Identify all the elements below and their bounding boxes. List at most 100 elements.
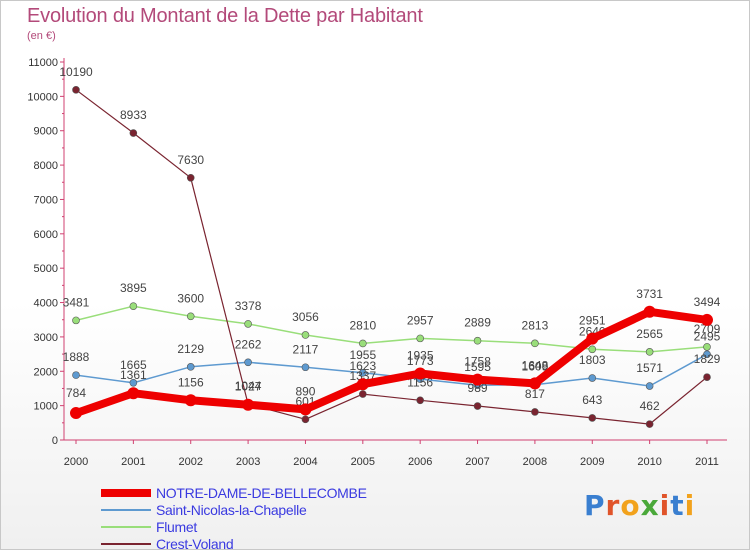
x-tick-label: 2003 — [236, 456, 260, 468]
data-point — [703, 350, 711, 359]
data-point — [244, 358, 252, 367]
y-tick-label: 3000 — [34, 332, 58, 344]
data-point — [186, 363, 195, 371]
data-label: 1595 — [464, 360, 491, 374]
data-label: 3731 — [636, 287, 663, 301]
y-tick-label: 0 — [52, 435, 58, 447]
y-tick-label: 9000 — [34, 126, 58, 138]
data-label: 2889 — [464, 316, 491, 330]
y-tick-label: 10000 — [27, 91, 58, 103]
data-point — [588, 345, 597, 354]
x-tick-label: 2000 — [64, 456, 88, 468]
data-label: 890 — [295, 384, 315, 398]
legend-swatch — [101, 509, 151, 511]
data-label: 1623 — [349, 359, 376, 373]
data-label: 1888 — [63, 350, 90, 364]
y-tick-label: 1000 — [34, 401, 58, 413]
data-point — [70, 407, 82, 420]
data-label: 3378 — [235, 299, 262, 313]
data-point — [588, 374, 597, 382]
legend-label: Flumet — [156, 519, 197, 535]
data-label: 1027 — [235, 380, 262, 394]
chart-title: Evolution du Montant de la Dette par Hab… — [27, 5, 423, 27]
data-label: 2117 — [293, 342, 319, 356]
data-point — [186, 174, 195, 182]
line-chart: 0 1000 2000 3000 4000 5000 6000 7000 8000 9000 100… — [27, 57, 727, 468]
x-tick-label: 2010 — [637, 456, 661, 468]
data-point — [184, 394, 197, 407]
legend-label: Saint-Nicolas-la-Chapelle — [156, 502, 307, 518]
y-tick-label: 2000 — [34, 366, 58, 378]
y-tick-label: 11000 — [28, 57, 58, 69]
data-label: 1955 — [349, 348, 376, 362]
data-point — [359, 369, 367, 377]
data-point — [703, 343, 711, 351]
data-label: 2813 — [522, 318, 549, 332]
data-point — [127, 387, 140, 400]
data-label: 784 — [66, 386, 86, 400]
data-label: 1361 — [120, 368, 147, 382]
data-point — [643, 305, 656, 318]
logo-letter: i — [684, 489, 696, 522]
data-point — [72, 86, 80, 94]
data-label: 2951 — [579, 314, 606, 328]
data-point — [129, 302, 138, 310]
data-label: 462 — [640, 399, 660, 413]
data-point — [186, 312, 195, 321]
logo-letter: x — [640, 489, 660, 522]
x-tick-label: 2009 — [580, 456, 604, 468]
data-label: 2565 — [636, 327, 663, 341]
data-point — [588, 414, 597, 422]
data-point — [244, 320, 252, 328]
data-label: 3056 — [292, 310, 319, 324]
x-tick-label: 2007 — [465, 456, 489, 468]
data-label: 1156 — [407, 375, 433, 389]
data-label: 3895 — [120, 281, 147, 295]
data-label: 3494 — [694, 295, 721, 309]
y-tick-label: 4000 — [34, 298, 58, 310]
data-point — [414, 367, 427, 380]
proxiti-logo: Proxiti — [584, 489, 695, 522]
data-label: 2810 — [349, 318, 376, 332]
data-label: 1665 — [120, 358, 147, 372]
y-tick-label: 6000 — [34, 229, 58, 241]
y-tick-label: 7000 — [34, 194, 58, 206]
data-point — [301, 331, 310, 339]
data-point — [645, 382, 654, 390]
legend-label: NOTRE-DAME-DE-BELLECOMBE — [156, 485, 367, 501]
data-label: 1044 — [235, 379, 262, 393]
data-label: 643 — [582, 393, 602, 407]
data-point — [473, 336, 482, 345]
data-label: 1935 — [407, 349, 434, 363]
data-label: 1829 — [694, 352, 721, 366]
data-label: 989 — [468, 381, 488, 395]
legend-swatch — [101, 526, 151, 528]
data-label: 2262 — [235, 337, 262, 351]
data-label: 1758 — [464, 355, 491, 369]
data-label: 1648 — [522, 358, 549, 372]
data-label: 7630 — [177, 153, 204, 167]
series-line-2 — [75, 305, 708, 353]
data-label: 2129 — [177, 342, 204, 356]
logo-letter: o — [620, 489, 641, 522]
data-point — [359, 339, 367, 348]
data-point — [473, 402, 482, 410]
data-label: 3481 — [63, 295, 90, 309]
data-label: 2957 — [407, 313, 434, 327]
x-tick-label: 2008 — [523, 456, 547, 468]
logo-letter: i — [659, 489, 671, 522]
data-point — [301, 415, 310, 424]
data-point — [471, 373, 484, 386]
logo-letter: P — [584, 489, 606, 522]
x-tick-label: 2005 — [351, 456, 375, 468]
data-point — [299, 403, 312, 416]
data-label: 817 — [525, 387, 545, 401]
data-point — [703, 373, 711, 381]
data-label: 1156 — [178, 375, 204, 389]
data-point — [129, 129, 138, 137]
logo-letter: t — [670, 489, 685, 522]
y-tick-label: 8000 — [34, 160, 58, 172]
x-tick-label: 2011 — [695, 456, 719, 468]
data-point — [531, 339, 539, 348]
